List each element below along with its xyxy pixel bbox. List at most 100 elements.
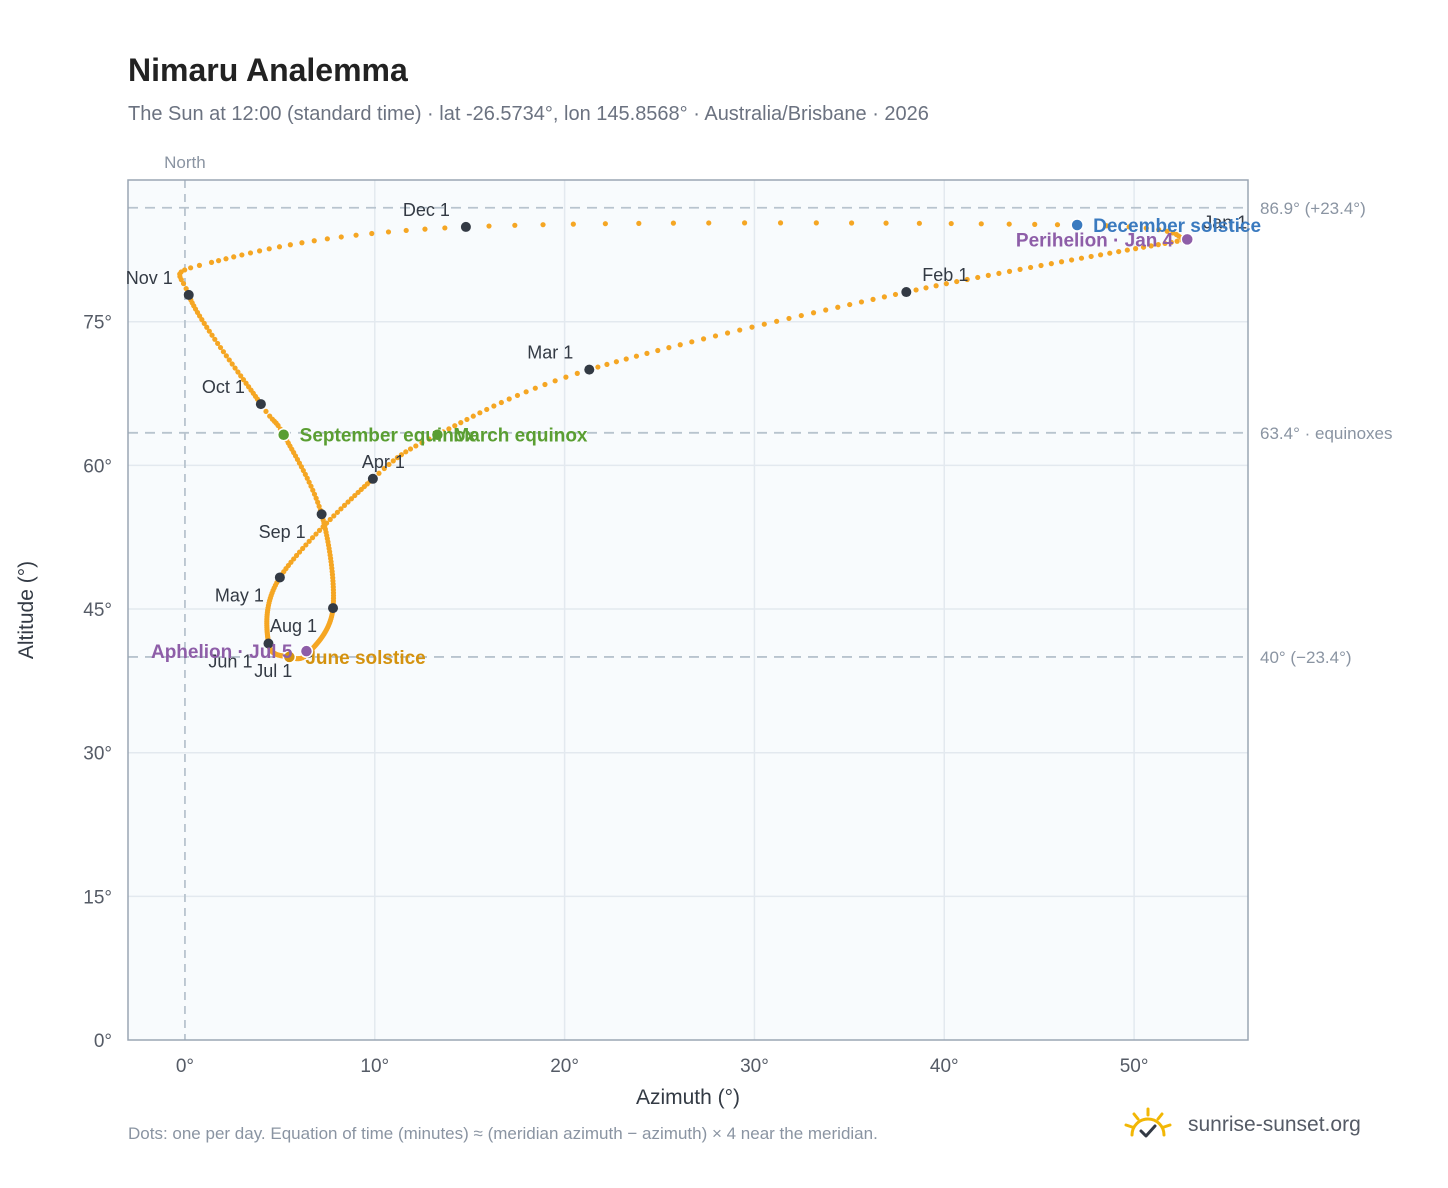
daily-dot <box>407 446 414 452</box>
daily-dot <box>390 458 396 464</box>
daily-dot <box>315 499 321 505</box>
daily-dot <box>240 377 247 383</box>
x-tick-label: 30° <box>740 1056 769 1077</box>
daily-dot <box>345 499 351 505</box>
daily-dot <box>327 516 333 523</box>
daily-dot <box>613 359 619 365</box>
daily-dot <box>1140 244 1147 250</box>
daily-dot <box>954 278 960 285</box>
daily-dot <box>403 449 409 455</box>
daily-dot <box>670 220 677 226</box>
daily-dot <box>644 350 650 356</box>
daily-dot <box>309 535 316 541</box>
brand-attribution[interactable]: sunrise-sunset.org <box>1120 1100 1390 1150</box>
event-label: December solstice <box>1093 216 1261 237</box>
daily-dot <box>858 299 865 305</box>
month-marker-label: Apr 1 <box>362 452 405 472</box>
daily-dot <box>226 357 232 363</box>
daily-dot <box>774 318 780 324</box>
month-marker <box>460 221 471 232</box>
event-marker <box>276 427 291 442</box>
daily-dot <box>1032 221 1038 227</box>
daily-dot <box>180 280 187 287</box>
daily-dot <box>306 479 312 485</box>
daily-dot <box>369 230 375 237</box>
daily-dot <box>263 408 269 414</box>
daily-dot <box>700 336 707 342</box>
daily-dot <box>398 452 405 458</box>
event-label: Perihelion · Jan 4 <box>1016 230 1174 251</box>
daily-dot <box>602 221 608 227</box>
daily-dot <box>948 220 954 227</box>
daily-dot <box>633 353 640 359</box>
y-tick-label: 15° <box>83 887 112 908</box>
month-marker-label: Sep 1 <box>259 522 306 542</box>
daily-dot <box>636 220 642 226</box>
daily-dot <box>239 252 245 258</box>
daily-dot <box>933 283 939 289</box>
daily-dot <box>208 259 215 265</box>
daily-dot <box>204 324 210 330</box>
daily-dot <box>677 342 683 348</box>
daily-dot <box>303 542 309 548</box>
daily-dot <box>324 236 330 242</box>
daily-dot <box>1006 221 1012 227</box>
month-marker-label: Feb 1 <box>922 265 968 285</box>
daily-dot <box>381 465 387 472</box>
month-marker-label: Jul 1 <box>254 661 292 681</box>
daily-dot <box>296 549 303 555</box>
daily-dot <box>183 285 189 292</box>
daily-dot <box>923 285 929 291</box>
daily-dot <box>798 312 804 319</box>
month-marker <box>255 399 266 410</box>
daily-dot <box>235 369 241 375</box>
daily-dot <box>532 385 538 391</box>
chart-title: Nimaru Analemma <box>128 52 408 88</box>
month-marker-label: Dec 1 <box>403 200 450 220</box>
daily-dot <box>442 225 448 231</box>
sun-check-icon <box>1124 1107 1172 1138</box>
month-markers: Jan 1 Feb 1 Mar 1 Apr 1 May 1 Jun 1 Jul 1 Aug 1… <box>126 200 1248 681</box>
y-axis-label: Altitude (°) <box>15 561 38 659</box>
event-marker <box>282 650 297 664</box>
daily-dot <box>276 244 283 250</box>
daily-dot <box>964 276 970 283</box>
daily-dot <box>446 426 452 432</box>
x-tick-label: 0° <box>176 1056 194 1077</box>
daily-dot <box>741 220 748 226</box>
daily-dot <box>1068 257 1075 263</box>
daily-dot <box>870 296 876 302</box>
daily-dot <box>689 339 695 345</box>
daily-dot <box>978 221 984 227</box>
reference-line-label: 63.4° · equinoxes <box>1260 424 1393 443</box>
daily-dot <box>655 347 661 354</box>
daily-dot <box>267 413 273 419</box>
daily-dot <box>486 223 492 229</box>
daily-dot <box>883 220 889 226</box>
daily-dot <box>1132 246 1139 252</box>
daily-dot <box>749 324 755 330</box>
grid-lines <box>128 180 1248 1040</box>
daily-dot <box>353 232 359 238</box>
daily-dot <box>300 545 306 552</box>
event-label: June solstice <box>305 648 425 669</box>
daily-dot <box>975 274 981 281</box>
daily-dot <box>1156 227 1162 233</box>
daily-dot <box>1048 261 1054 267</box>
daily-dot <box>311 491 318 497</box>
month-marker <box>316 509 327 520</box>
daily-dot <box>563 374 569 380</box>
event-label: Aphelion · Jul 5 <box>151 642 293 663</box>
daily-dot <box>338 234 344 240</box>
month-marker-label: Jun 1 <box>208 652 252 672</box>
daily-dot <box>916 220 922 226</box>
daily-dot <box>232 365 238 371</box>
daily-dot <box>313 531 319 537</box>
daily-dot <box>299 240 305 246</box>
daily-dot <box>1006 268 1013 274</box>
daily-dot <box>484 406 490 413</box>
x-tick-label: 50° <box>1120 1056 1149 1077</box>
daily-dot <box>1103 223 1110 229</box>
daily-dot <box>182 267 188 273</box>
